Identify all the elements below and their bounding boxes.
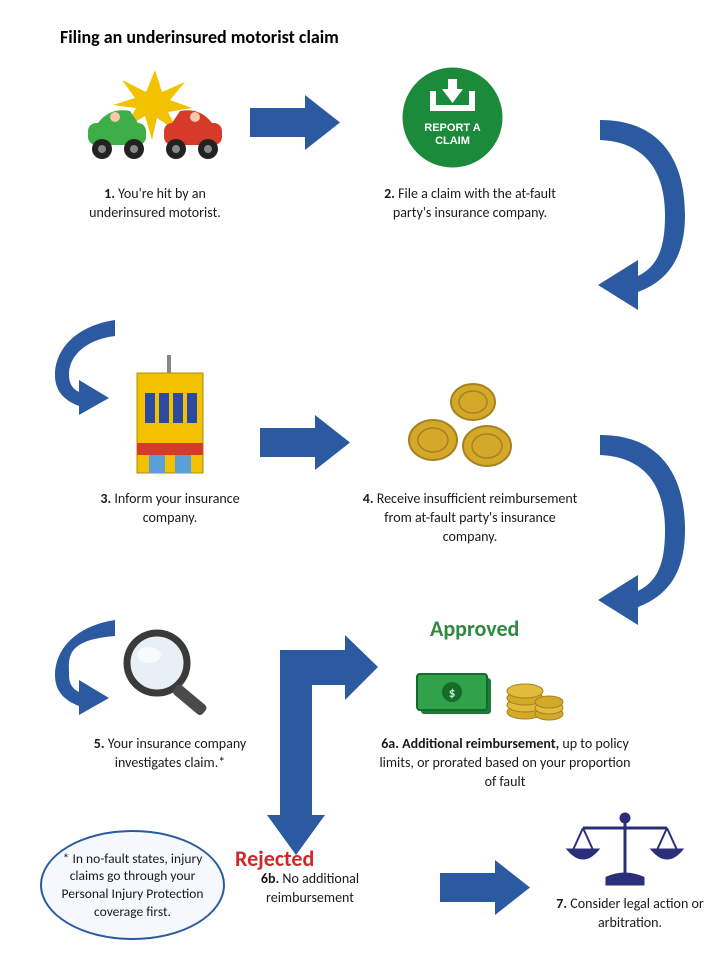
rejected-badge: Rejected xyxy=(235,845,314,872)
step-1-caption: 1. You're hit by an underinsured motoris… xyxy=(70,185,240,223)
arrow-icon xyxy=(250,95,340,150)
step-7-caption: 7. Consider legal action or arbitration. xyxy=(550,895,710,933)
step-6a-caption: 6a. Additional reimbursement, up to poli… xyxy=(375,735,635,792)
report-claim-icon: REPORT A CLAIM xyxy=(400,65,505,170)
step-4-caption: 4. Receive insufficient reimbursement fr… xyxy=(360,490,580,547)
arrow-icon xyxy=(440,860,530,915)
step-2-caption: 2. File a claim with the at-fault party'… xyxy=(375,185,565,223)
page-title: Filing an underinsured motorist claim xyxy=(60,26,339,48)
svg-text:$: $ xyxy=(449,686,456,701)
arrow-icon xyxy=(260,415,350,470)
curved-arrow-icon xyxy=(45,320,125,415)
report-label-1: REPORT A xyxy=(424,122,480,134)
scale-icon xyxy=(565,810,685,890)
step-3-caption: 3. Inform your insurance company. xyxy=(90,490,250,528)
curved-arrow-icon xyxy=(45,620,125,715)
approved-badge: Approved xyxy=(430,615,519,642)
car-crash-icon xyxy=(80,70,230,165)
magnifier-icon xyxy=(115,625,225,725)
building-icon xyxy=(125,355,215,480)
coins-icon xyxy=(395,380,525,475)
curved-arrow-icon xyxy=(590,120,690,310)
report-label-2: CLAIM xyxy=(435,135,470,147)
footnote-oval: * In no-fault states, injury claims go t… xyxy=(40,830,225,940)
step-5-caption: 5. Your insurance company investigates c… xyxy=(85,735,255,773)
money-icon: $ xyxy=(415,660,565,725)
curved-arrow-icon xyxy=(590,435,690,625)
step-6b-caption: 6b. No additional reimbursement xyxy=(235,870,385,908)
branch-arrow-icon xyxy=(250,630,380,860)
